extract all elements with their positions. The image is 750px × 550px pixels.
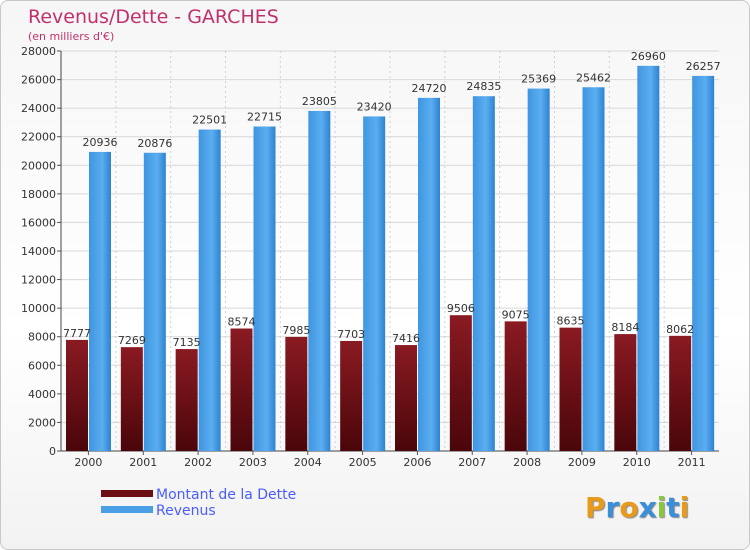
chart-subtitle: (en milliers d'€) (28, 30, 115, 43)
label-layer: 7777 20936 7269 20876 7135 22501 8574 22715 7985… (63, 50, 721, 349)
bar-revenus (582, 87, 605, 451)
y-tick-label: 28000 (21, 45, 56, 58)
bar-dette (175, 349, 198, 451)
axis-layer: 0 2000 4000 6000 8000 10000 12000 14000 16000 180… (21, 45, 719, 469)
bar-dette (120, 347, 143, 451)
bar-revenus (143, 152, 166, 451)
data-label-revenus: 24835 (466, 80, 501, 93)
data-label-revenus: 26960 (631, 50, 666, 63)
bar-dette (395, 345, 417, 451)
data-label-dette: 7777 (63, 327, 91, 340)
y-tick-label: 14000 (21, 245, 56, 258)
x-tick-label: 2010 (623, 456, 651, 469)
grid-layer (61, 50, 719, 452)
data-label-revenus: 20876 (137, 137, 172, 150)
data-label-dette: 8635 (557, 315, 585, 328)
proxiti-logo: Proxiti (585, 491, 689, 524)
x-tick-label: 2000 (74, 456, 102, 469)
logo-letter: i (656, 491, 667, 524)
x-tick-label: 2009 (568, 456, 596, 469)
y-tick-label: 6000 (28, 359, 56, 372)
bar-dette (504, 321, 527, 451)
legend-label-dette: Montant de la Dette (156, 487, 297, 503)
data-label-dette: 8062 (666, 323, 694, 336)
data-label-dette: 7135 (173, 336, 201, 349)
y-tick-label: 0 (49, 445, 56, 458)
y-tick-label: 22000 (21, 131, 56, 144)
bar-revenus (692, 75, 715, 452)
bar-dette (340, 340, 363, 451)
bar-dette (614, 334, 637, 451)
bar-revenus (363, 116, 386, 451)
y-tick-label: 12000 (21, 274, 56, 287)
bar-revenus (637, 65, 660, 451)
bar-dette (230, 328, 253, 451)
legend-swatch-dette (101, 490, 153, 497)
data-label-revenus: 25462 (576, 71, 611, 84)
x-tick-label: 2008 (513, 456, 541, 469)
logo-letter: o (619, 491, 639, 524)
data-label-dette: 9506 (447, 302, 475, 315)
data-label-dette: 7703 (337, 328, 365, 341)
x-tick-label: 2003 (239, 456, 267, 469)
bar-dette (559, 327, 582, 451)
bar-revenus (527, 88, 550, 451)
y-tick-label: 2000 (28, 416, 56, 429)
bar-dette (449, 315, 472, 451)
bar-layer (66, 65, 715, 452)
x-tick-label: 2002 (184, 456, 212, 469)
legend-label-revenus: Revenus (156, 503, 216, 519)
y-tick-label: 20000 (21, 159, 56, 172)
x-tick-label: 2011 (678, 456, 706, 469)
y-tick-label: 16000 (21, 216, 56, 229)
y-tick-label: 26000 (21, 74, 56, 87)
bar-revenus (198, 129, 221, 452)
data-label-dette: 7985 (282, 324, 310, 337)
logo-letter: i (679, 491, 690, 524)
bar-dette (669, 335, 692, 451)
bar-dette (66, 339, 88, 451)
x-tick-label: 2006 (403, 456, 431, 469)
logo-letter: x (638, 491, 657, 524)
y-tick-label: 4000 (28, 388, 56, 401)
data-label-dette: 7269 (118, 334, 146, 347)
y-tick-label: 10000 (21, 302, 56, 315)
y-tick-label: 8000 (28, 331, 56, 344)
bar-revenus (308, 110, 331, 451)
data-label-dette: 8574 (228, 316, 256, 329)
legend-swatch-revenus (101, 506, 153, 513)
data-label-dette: 9075 (502, 308, 530, 321)
data-label-revenus: 26257 (686, 60, 721, 73)
y-tick-label: 18000 (21, 188, 56, 201)
bar-revenus (253, 126, 276, 451)
data-label-revenus: 25369 (521, 73, 556, 86)
x-tick-label: 2005 (349, 456, 377, 469)
data-label-dette: 7416 (392, 332, 420, 345)
x-tick-label: 2004 (294, 456, 322, 469)
bar-revenus (418, 97, 440, 451)
bar-revenus (89, 151, 111, 451)
bar-revenus (472, 96, 495, 451)
data-label-revenus: 23420 (357, 100, 392, 113)
data-label-dette: 8184 (611, 321, 639, 334)
data-label-revenus: 22715 (247, 111, 282, 124)
logo-letter: r (605, 491, 620, 524)
logo-letter: P (585, 491, 606, 524)
bar-dette (285, 336, 308, 451)
chart-title: Revenus/Dette - GARCHES (28, 6, 279, 28)
data-label-revenus: 22501 (192, 114, 227, 127)
x-tick-label: 2001 (129, 456, 157, 469)
data-label-revenus: 24720 (412, 82, 447, 95)
x-tick-label: 2007 (458, 456, 486, 469)
data-label-revenus: 20936 (83, 136, 118, 149)
y-tick-label: 24000 (21, 102, 56, 115)
logo-letter: t (666, 491, 680, 524)
data-label-revenus: 23805 (302, 95, 337, 108)
